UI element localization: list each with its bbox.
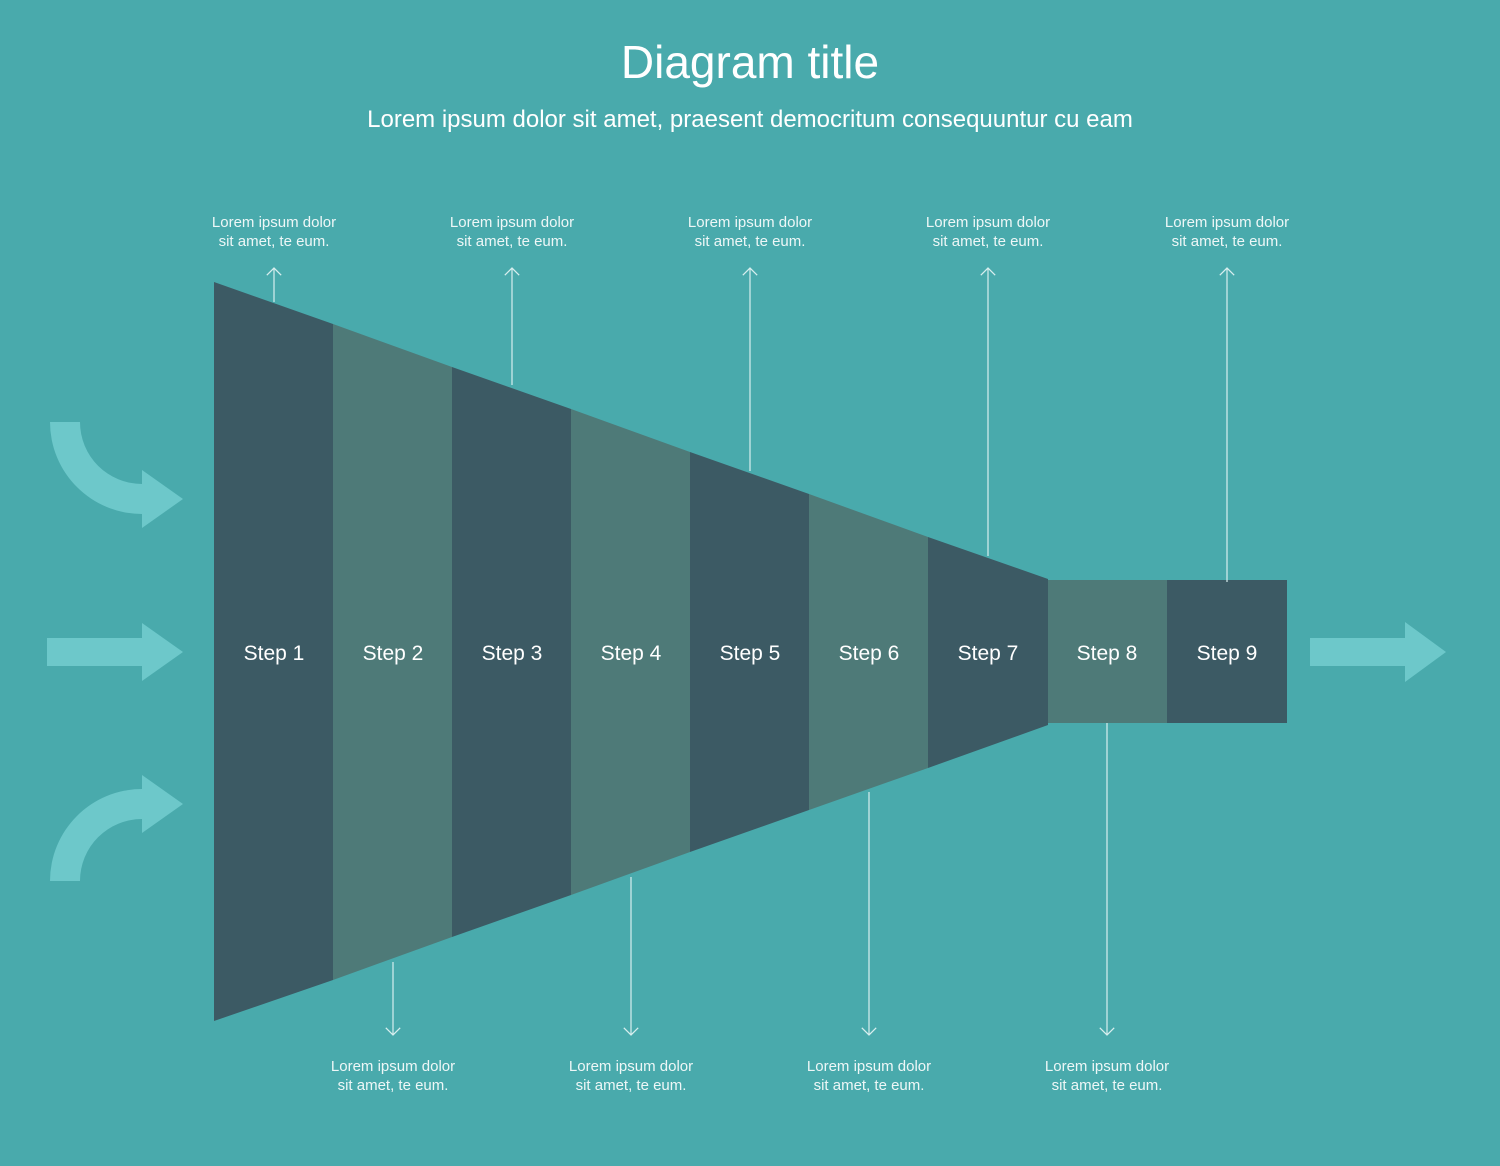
callout-note: Lorem ipsum dolor — [212, 214, 336, 231]
funnel-segment — [452, 367, 571, 937]
step-label: Step 9 — [1197, 642, 1258, 665]
funnel-segment — [1048, 580, 1167, 723]
funnel-segment — [928, 537, 1048, 768]
callout-notes-top: Lorem ipsum dolor sit amet, te eum. Lore… — [212, 214, 1289, 250]
callout-note: Lorem ipsum dolor — [1165, 214, 1289, 231]
funnel-segment — [1167, 580, 1287, 723]
curved-arrow-down-right-icon — [50, 422, 183, 528]
step-label: Step 6 — [839, 642, 900, 665]
page-subtitle: Lorem ipsum dolor sit amet, praesent dem… — [367, 106, 1133, 133]
step-label: Step 4 — [601, 642, 662, 665]
output-arrow-icon — [1310, 622, 1446, 682]
callout-note: Lorem ipsum dolor — [926, 214, 1050, 231]
step-labels: Step 1 Step 2 Step 3 Step 4 Step 5 Step … — [244, 642, 1258, 665]
arrow-right-icon — [47, 623, 183, 681]
callout-note: sit amet, te eum. — [457, 233, 568, 250]
step-label: Step 7 — [958, 642, 1019, 665]
callout-note: sit amet, te eum. — [1172, 233, 1283, 250]
page-title: Diagram title — [620, 36, 880, 88]
input-arrows — [47, 422, 183, 881]
funnel-segment — [809, 494, 928, 810]
callout-note: Lorem ipsum dolor — [1045, 1058, 1169, 1075]
callout-note: sit amet, te eum. — [814, 1077, 925, 1094]
funnel-segment — [690, 452, 809, 852]
callout-note: Lorem ipsum dolor — [450, 214, 574, 231]
curved-arrow-up-right-icon — [50, 775, 183, 881]
callout-note: Lorem ipsum dolor — [331, 1058, 455, 1075]
step-label: Step 3 — [482, 642, 543, 665]
callout-note: sit amet, te eum. — [338, 1077, 449, 1094]
callout-note: Lorem ipsum dolor — [569, 1058, 693, 1075]
callout-note: sit amet, te eum. — [576, 1077, 687, 1094]
step-label: Step 2 — [363, 642, 424, 665]
callout-notes-bottom: Lorem ipsum dolor sit amet, te eum. Lore… — [331, 1058, 1169, 1094]
funnel-segment — [571, 409, 690, 895]
step-label: Step 1 — [244, 642, 305, 665]
step-label: Step 8 — [1077, 642, 1138, 665]
funnel-segment — [214, 282, 333, 1021]
funnel-segment — [333, 324, 452, 980]
step-label: Step 5 — [720, 642, 781, 665]
callout-note: sit amet, te eum. — [695, 233, 806, 250]
callout-lines-top — [266, 267, 1235, 582]
callout-note: sit amet, te eum. — [933, 233, 1044, 250]
callout-note: Lorem ipsum dolor — [688, 214, 812, 231]
callout-note: Lorem ipsum dolor — [807, 1058, 931, 1075]
callout-note: sit amet, te eum. — [1052, 1077, 1163, 1094]
callout-lines-bottom — [385, 723, 1115, 1036]
funnel-segments — [214, 282, 1287, 1021]
callout-note: sit amet, te eum. — [219, 233, 330, 250]
